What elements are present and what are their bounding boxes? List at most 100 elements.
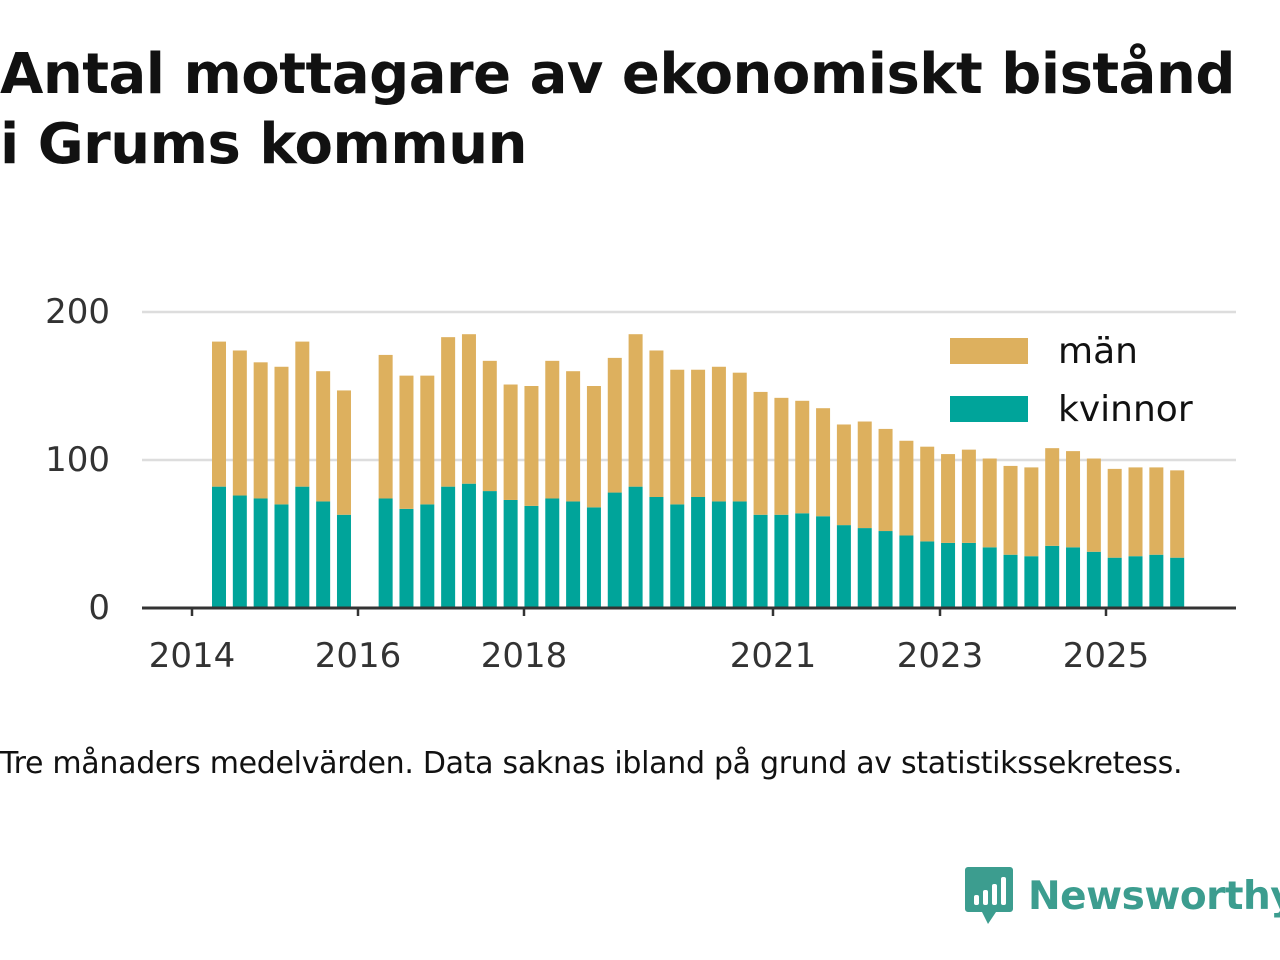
bar-man bbox=[941, 454, 956, 543]
bar-kvinnor bbox=[545, 498, 560, 608]
bar-man bbox=[420, 375, 435, 505]
y-tick-label: 200 bbox=[45, 292, 110, 332]
bar-kvinnor bbox=[732, 501, 747, 608]
bar-man bbox=[732, 372, 747, 502]
bar-kvinnor bbox=[878, 531, 893, 608]
bar-man bbox=[795, 400, 810, 514]
bar-man bbox=[878, 428, 893, 532]
bar-kvinnor bbox=[691, 497, 706, 608]
bar-kvinnor bbox=[316, 501, 331, 608]
bar-kvinnor bbox=[941, 542, 956, 608]
bar-kvinnor bbox=[399, 508, 414, 608]
newsworthy-brand: Newsworthy bbox=[964, 864, 1280, 928]
bar-man bbox=[399, 375, 414, 509]
bar-man bbox=[232, 350, 247, 496]
bar-kvinnor bbox=[1170, 557, 1185, 608]
stacked-bar-chart: 0 100 200 2014 2016 2018 2021 2023 2025 män kvinno… bbox=[45, 292, 1236, 676]
bar-man bbox=[920, 446, 935, 542]
bar-man bbox=[461, 334, 476, 484]
bar-kvinnor bbox=[441, 486, 456, 608]
chart-title: Antal mottagare av ekonomiskt bistånd i … bbox=[0, 40, 1280, 180]
legend-man-label: män bbox=[1058, 331, 1138, 372]
bar-kvinnor bbox=[899, 535, 914, 608]
bar-kvinnor bbox=[711, 501, 726, 608]
bar-kvinnor bbox=[274, 504, 289, 608]
bar-kvinnor bbox=[524, 505, 539, 608]
bar-kvinnor bbox=[1066, 547, 1081, 608]
bar-kvinnor bbox=[628, 486, 643, 608]
y-tick-label: 100 bbox=[45, 440, 110, 480]
bar-man bbox=[649, 350, 664, 497]
bar-man bbox=[545, 360, 560, 499]
bar-man bbox=[503, 384, 518, 500]
bar-kvinnor bbox=[774, 514, 789, 608]
bar-man bbox=[586, 386, 601, 508]
bar-man bbox=[274, 366, 289, 505]
bar-man bbox=[295, 341, 310, 487]
bar-man bbox=[316, 371, 331, 502]
x-tick-label: 2016 bbox=[315, 636, 402, 676]
bar-kvinnor bbox=[503, 499, 518, 608]
bar-kvinnor bbox=[482, 491, 497, 608]
bar-man bbox=[753, 391, 768, 515]
bar-kvinnor bbox=[1107, 557, 1122, 608]
chart-note: Tre månaders medelvärden. Data saknas ib… bbox=[0, 746, 1183, 781]
bar-man bbox=[441, 337, 456, 487]
bar-kvinnor bbox=[795, 513, 810, 608]
bar-man bbox=[670, 369, 685, 505]
x-tick-label: 2021 bbox=[730, 636, 817, 676]
bar-man bbox=[1170, 470, 1185, 558]
bar-kvinnor bbox=[1149, 554, 1164, 608]
bar-man bbox=[691, 369, 706, 497]
bar-kvinnor bbox=[1045, 545, 1060, 608]
brand-name: Newsworthy bbox=[1028, 873, 1280, 919]
bar-man bbox=[566, 371, 581, 502]
bar-kvinnor bbox=[920, 541, 935, 608]
bar-man bbox=[1086, 458, 1101, 552]
bar-kvinnor bbox=[212, 486, 226, 608]
bar-man bbox=[212, 341, 226, 487]
chart-title-line-1: Antal mottagare av ekonomiskt bistånd bbox=[0, 42, 1235, 107]
bar-kvinnor bbox=[232, 495, 247, 608]
bar-kvinnor bbox=[961, 542, 976, 608]
bar-man bbox=[336, 390, 351, 515]
legend-kvinnor-swatch bbox=[950, 396, 1028, 422]
bar-kvinnor bbox=[836, 525, 851, 608]
bar-kvinnor bbox=[753, 514, 768, 608]
bar-man bbox=[857, 421, 872, 529]
x-tick-label: 2014 bbox=[149, 636, 236, 676]
bar-kvinnor bbox=[1128, 556, 1143, 608]
bar-kvinnor bbox=[1003, 554, 1018, 608]
bar-man bbox=[378, 354, 393, 499]
bar-man bbox=[774, 397, 789, 515]
bar-man bbox=[607, 357, 622, 493]
bar-kvinnor bbox=[982, 547, 997, 608]
bar-kvinnor bbox=[420, 504, 435, 608]
bar-man bbox=[482, 360, 497, 492]
bar-kvinnor bbox=[670, 504, 685, 608]
bar-man bbox=[982, 458, 997, 548]
bar-man bbox=[1024, 467, 1039, 557]
bar-kvinnor bbox=[336, 514, 351, 608]
bar-kvinnor bbox=[607, 492, 622, 608]
bar-kvinnor bbox=[816, 516, 831, 608]
bar-man bbox=[524, 386, 539, 506]
bar-man bbox=[1066, 451, 1081, 548]
legend-kvinnor-label: kvinnor bbox=[1058, 389, 1193, 430]
bar-kvinnor bbox=[1086, 551, 1101, 608]
bar-kvinnor bbox=[1024, 556, 1039, 608]
y-tick-label: 0 bbox=[88, 588, 110, 628]
newsworthy-logo-icon bbox=[965, 867, 1013, 924]
bar-man bbox=[1107, 468, 1122, 558]
bar-kvinnor bbox=[378, 498, 393, 608]
bar-kvinnor bbox=[586, 507, 601, 608]
bar-kvinnor bbox=[461, 483, 476, 608]
legend-man-swatch bbox=[950, 338, 1028, 364]
bar-man bbox=[899, 440, 914, 536]
bar-man bbox=[816, 408, 831, 517]
bar-kvinnor bbox=[566, 501, 581, 608]
bar-man bbox=[836, 424, 851, 526]
bar-man bbox=[1149, 467, 1164, 555]
bar-man bbox=[253, 362, 268, 499]
bar-man bbox=[711, 366, 726, 502]
